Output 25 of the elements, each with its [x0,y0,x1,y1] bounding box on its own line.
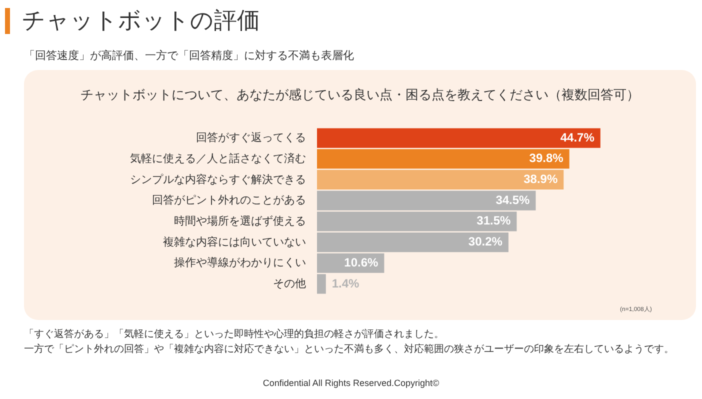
text: 一方で「ピント外れの回答」や「複雑な内容に対応できない」といった不満も多く、対応範囲の狭さがユーザーの印象を左右しているようです。 [24,342,674,356]
data-label: 38.9% [524,172,558,186]
y-tick-label: シンプルな内容ならすぐ解決できる [130,172,306,186]
data-label: 39.8% [529,151,564,166]
chart-title: チャットボットの評価 [22,6,260,35]
text: 「すぐ返答がある」「気軽に使える」といった即時性や心理的負担の軽さが評価されました。 [24,328,444,341]
y-tick-label: 操作や導線がわかりにくい [174,256,306,270]
y-tick-label: 気軽に使える／人と話さなくて済む [130,152,306,165]
y-tick-label: その他 [273,278,306,290]
data-label: 34.5% [496,192,530,207]
data-label: 10.6% [344,255,379,270]
bar [317,149,570,169]
data-label: 31.5% [476,214,512,228]
bar [317,128,600,148]
y-tick-label: 時間や場所を選ばず使える [174,214,306,228]
y-tick-label: 回答がピント外れのことがある [152,194,306,207]
text: 「回答速度」が高評価、一方で「回答精度」に対する不満も表層化 [24,48,354,63]
bar [317,170,564,190]
data-label: 30.2% [468,234,503,249]
data-label: 44.7% [560,130,595,144]
x-axis-title: チャットボットについて、あなたが感じている良い点・困る点を教えてください（複数回答可） [80,86,640,104]
y-tick-label: 回答がすぐ返ってくる [196,131,306,144]
data-label: 1.4% [332,276,360,290]
text: Confidential All Rights Reserved.Copyright© [262,378,440,388]
y-tick-label: 複雑な内容には向いていない [163,235,306,248]
